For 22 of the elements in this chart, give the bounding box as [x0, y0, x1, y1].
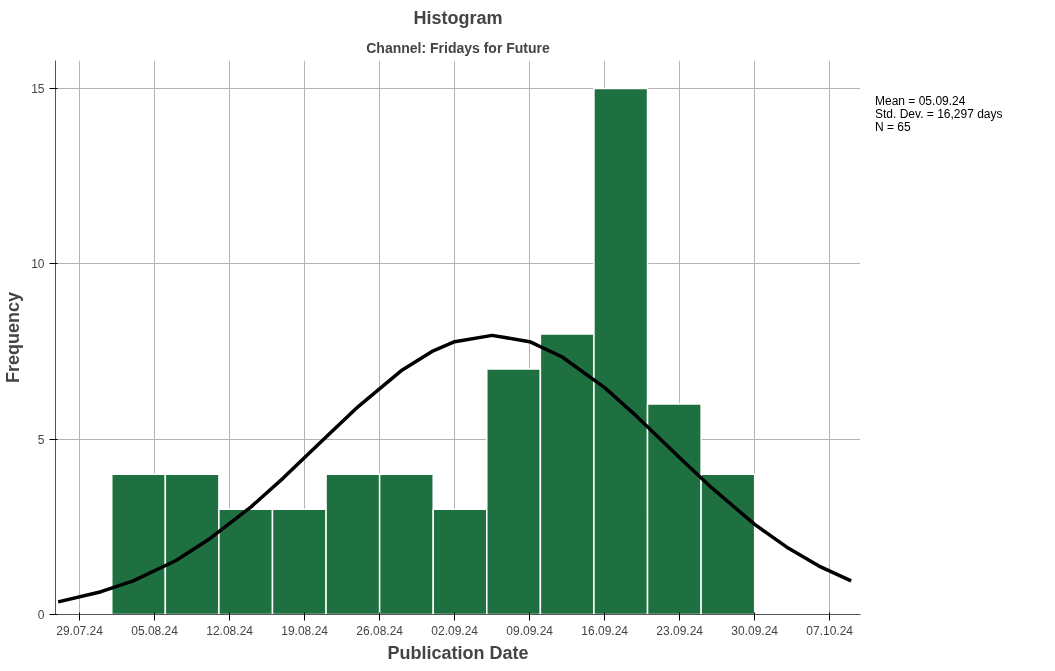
chart-subtitle: Channel: Fridays for Future: [366, 39, 550, 56]
y-tick-label: 0: [37, 608, 45, 622]
x-tick-label: 02.09.24: [431, 623, 479, 638]
x-tick-label: 23.09.24: [656, 623, 704, 638]
x-tick-label: 09.09.24: [506, 623, 554, 638]
y-tick-label: 15: [31, 82, 45, 97]
text: Mean = 05.09.24: [875, 94, 967, 109]
y-axis-title: Frequency: [3, 291, 24, 384]
x-tick-label: 05.08.24: [131, 623, 179, 638]
chart-title: Histogram: [413, 7, 503, 28]
x-tick-label: 16.09.24: [581, 623, 629, 638]
x-tick-label: 29.07.24: [56, 623, 104, 638]
x-tick-label: 30.09.24: [731, 623, 779, 638]
x-axis-title: Publication Date: [387, 642, 529, 663]
text: N = 65: [875, 120, 912, 135]
text: Std. Dev. = 16,297 days: [875, 107, 1003, 122]
x-tick-label: 26.08.24: [356, 623, 404, 638]
x-tick-label: 12.08.24: [206, 623, 254, 638]
y-tick-label: 10: [31, 257, 45, 272]
x-tick-label: 19.08.24: [281, 623, 329, 638]
y-tick-label: 5: [37, 432, 45, 447]
x-tick-label: 07.10.24: [806, 623, 854, 638]
